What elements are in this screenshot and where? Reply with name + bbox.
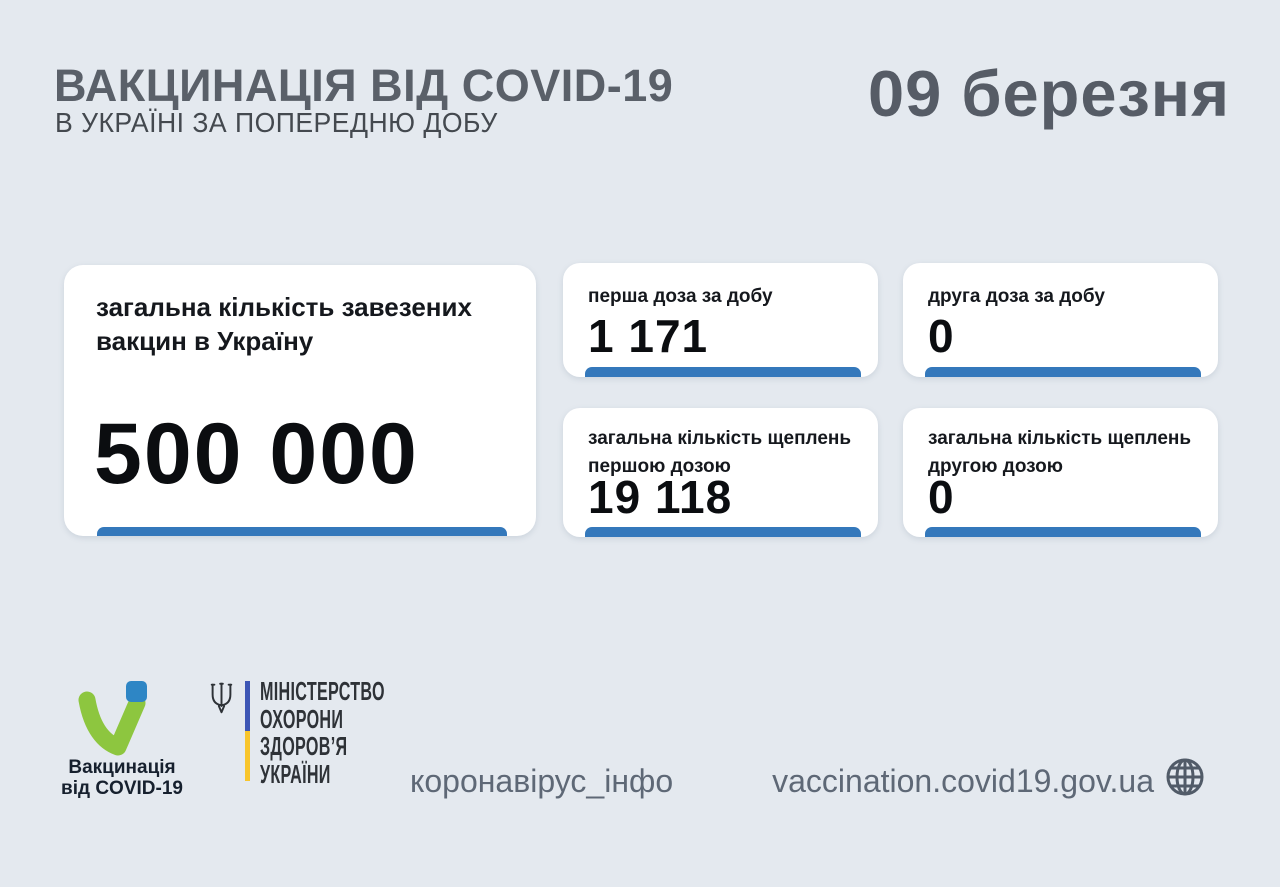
card-value: 0 bbox=[928, 310, 955, 362]
card-label-line: вакцин в Україну bbox=[96, 326, 314, 356]
ministry-logo-line: ОХОРОНИ bbox=[260, 703, 344, 734]
card-second-dose-per-day: друга доза за добу 0 bbox=[903, 263, 1218, 377]
card-value: 500 000 bbox=[94, 406, 419, 502]
card-value: 0 bbox=[928, 471, 955, 523]
globe-icon bbox=[1166, 758, 1204, 796]
accent-bar bbox=[585, 367, 861, 377]
accent-bar bbox=[97, 527, 507, 536]
card-total-imported-vaccines: загальна кількість завезених вакцин в Ук… bbox=[64, 265, 536, 536]
ministry-logo-line: ЗДОРОВ’Я bbox=[260, 731, 348, 761]
card-value: 1 171 bbox=[588, 310, 709, 362]
website-url: vaccination.covid19.gov.ua bbox=[772, 763, 1154, 799]
card-total-second-dose: загальна кількість щеплень другою дозою … bbox=[903, 408, 1218, 537]
accent-bar bbox=[925, 527, 1201, 537]
card-label: перша доза за добу bbox=[588, 286, 773, 307]
card-label-line: другою дозою bbox=[928, 456, 1063, 477]
report-date: 09 березня bbox=[867, 57, 1230, 130]
card-label: загальна кількість щеплень другою дозою bbox=[928, 425, 1191, 481]
vaccination-checkmark-icon bbox=[78, 681, 147, 756]
ministry-logo-line: МІНІСТЕРСТВО bbox=[260, 676, 385, 706]
card-label-line: загальна кількість щеплень bbox=[928, 428, 1192, 449]
telegram-channel-name: коронавірус_інфо bbox=[410, 763, 674, 799]
card-total-first-dose: загальна кількість щеплень першою дозою … bbox=[563, 408, 878, 537]
page-title: ВАКЦИНАЦІЯ ВІД COVID-19 bbox=[54, 60, 674, 111]
card-label: загальна кількість щеплень першою дозою bbox=[588, 425, 851, 481]
ministry-logo-text: МІНІСТЕРСТВО ОХОРОНИ ЗДОРОВ’Я УКРАЇНИ bbox=[260, 676, 385, 789]
vaccination-logo-line: Вакцинація bbox=[68, 757, 176, 778]
flag-bar bbox=[245, 681, 250, 781]
card-label: загальна кількість завезених вакцин в Ук… bbox=[96, 290, 472, 358]
card-value: 19 118 bbox=[588, 471, 733, 523]
card-label-line: першою дозою bbox=[588, 456, 731, 477]
vaccination-logo-text: Вакцинація від COVID-19 bbox=[52, 757, 192, 799]
card-label: друга доза за добу bbox=[928, 286, 1105, 307]
page-subtitle: В УКРАЇНІ ЗА ПОПЕРЕДНЮ ДОБУ bbox=[55, 107, 498, 138]
accent-bar bbox=[585, 527, 861, 537]
ukraine-trident-icon bbox=[210, 682, 233, 714]
vaccination-logo-line: від COVID-19 bbox=[61, 778, 183, 799]
card-label-line: загальна кількість щеплень bbox=[588, 428, 852, 449]
accent-bar bbox=[925, 367, 1201, 377]
card-label-line: загальна кількість завезених bbox=[96, 292, 472, 322]
card-first-dose-per-day: перша доза за добу 1 171 bbox=[563, 263, 878, 377]
ministry-logo-line: УКРАЇНИ bbox=[260, 758, 331, 789]
